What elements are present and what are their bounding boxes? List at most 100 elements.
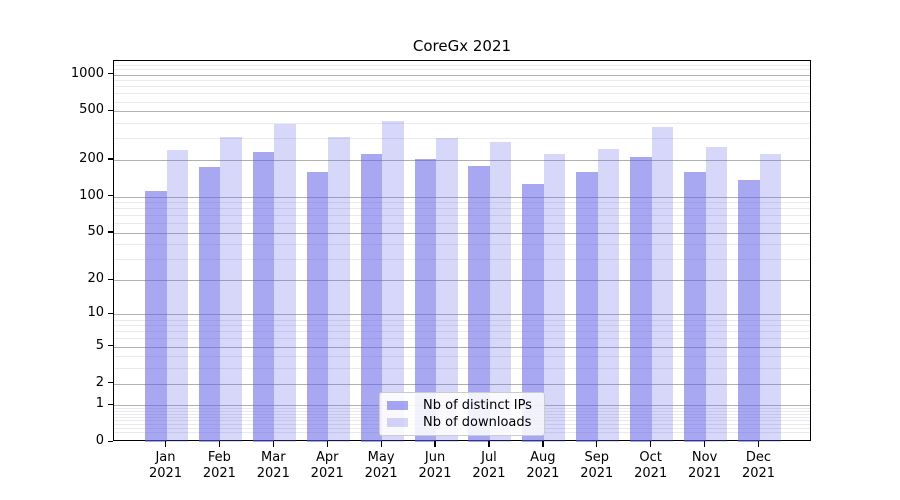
bar-downloads-sep [597,149,620,442]
bar-downloads-may [382,120,404,442]
y-gridline-minor [114,244,810,246]
y-gridline-1000 [114,74,810,76]
bar-downloads-mar [274,124,296,442]
y-gridline-minor [114,356,810,358]
y-gridline-10 [114,314,810,316]
y-gridline-minor [114,338,810,340]
y-tick-1000 [108,73,113,75]
bar-downloads-nov [705,146,728,442]
y-tick-0 [108,440,113,442]
y-gridline-minor [114,86,810,88]
bar-distinct-ips-may [360,153,383,442]
x-tick-label-oct: Oct 2021 [634,450,668,481]
y-gridline-2 [114,383,810,385]
bar-distinct-ips-mar [252,151,275,442]
y-tick-500 [108,109,113,112]
x-tick-label-mar: Mar 2021 [256,450,290,481]
y-gridline-minor [114,93,810,95]
bar-downloads-apr [328,136,350,442]
y-tick-label-0: 0 [95,433,104,448]
y-gridline-minor [114,123,810,125]
y-gridline-100 [114,196,810,198]
y-tick-label-200: 200 [79,150,104,166]
bar-downloads-dec [759,154,781,442]
y-gridline-minor [114,138,810,140]
chart-title: CoreGx 2021 [412,37,512,55]
bar-distinct-ips-jan [145,191,167,442]
bar-distinct-ips-jul [468,166,490,442]
y-tick-2 [108,382,113,384]
x-tick-jul [488,441,490,447]
x-tick-jan [164,441,167,447]
x-tick-label-jul: Jul 2021 [472,450,506,481]
x-tick-label-dec: Dec 2021 [741,450,776,481]
x-tick-aug [542,441,544,447]
y-gridline-minor [114,325,810,327]
plot-area [113,60,811,442]
y-tick-label-10: 10 [87,305,104,321]
y-tick-label-5: 5 [95,337,104,353]
y-gridline-minor [114,80,810,82]
y-gridline-minor [114,69,810,71]
y-tick-label-1: 1 [95,396,104,412]
legend-label-downloads: Nb of downloads [423,415,532,430]
bar-distinct-ips-sep [576,172,598,442]
y-tick-label-500: 500 [79,102,104,118]
x-tick-label-jan: Jan 2021 [148,450,183,481]
y-gridline-20 [114,280,810,282]
y-gridline-minor [114,64,810,66]
y-gridline-minor [114,331,810,333]
bar-distinct-ips-oct [630,156,652,442]
x-tick-dec [757,441,760,447]
y-tick-5 [108,345,113,347]
x-tick-label-apr: Apr 2021 [310,450,344,481]
y-gridline-minor [114,208,810,210]
y-gridline-200 [114,159,810,161]
y-tick-label-1000: 1000 [70,65,104,81]
bar-distinct-ips-feb [198,166,221,442]
y-tick-100 [108,195,113,197]
y-tick-label-100: 100 [79,187,104,203]
y-tick-label-2: 2 [95,374,104,390]
x-tick-may [380,441,382,447]
legend-item-distinct-ips: Nb of distinct IPs [387,397,537,414]
y-gridline-minor [114,259,810,261]
bar-downloads-oct [651,126,674,442]
y-tick-1 [108,403,113,405]
y-tick-10 [108,312,113,315]
legend-swatch-distinct-ips [387,401,408,410]
y-tick-20 [108,278,113,280]
bar-downloads-aug [543,154,566,442]
x-tick-label-jun: Jun 2021 [418,450,452,481]
bar-distinct-ips-apr [306,171,329,442]
y-gridline-5 [114,346,810,348]
bar-downloads-feb [220,136,242,442]
bar-distinct-ips-dec [738,179,760,442]
y-gridline-minor [114,319,810,321]
x-tick-label-may: May 2021 [364,450,398,481]
bar-distinct-ips-nov [684,172,706,442]
y-gridline-minor [114,223,810,225]
legend-label-distinct-ips: Nb of distinct IPs [423,398,532,413]
legend-item-downloads: Nb of downloads [387,414,537,431]
bar-downloads-jan [166,150,188,442]
x-tick-sep [596,441,598,447]
x-tick-apr [326,441,328,447]
bar-distinct-ips-aug [522,184,544,442]
x-tick-mar [272,441,274,447]
bar-distinct-ips-jun [414,158,437,442]
y-gridline-minor [114,101,810,103]
y-tick-50 [108,231,113,233]
bar-downloads-jun [436,137,458,442]
y-gridline-minor [114,368,810,370]
x-tick-label-nov: Nov 2021 [688,450,722,481]
x-tick-label-sep: Sep 2021 [580,450,614,481]
y-gridline-minor [114,215,810,217]
y-gridline-50 [114,232,810,234]
x-tick-feb [218,441,221,447]
y-tick-label-50: 50 [87,223,104,239]
x-tick-oct [650,441,652,447]
x-tick-nov [703,441,706,447]
legend: Nb of distinct IPs Nb of downloads [379,392,545,436]
